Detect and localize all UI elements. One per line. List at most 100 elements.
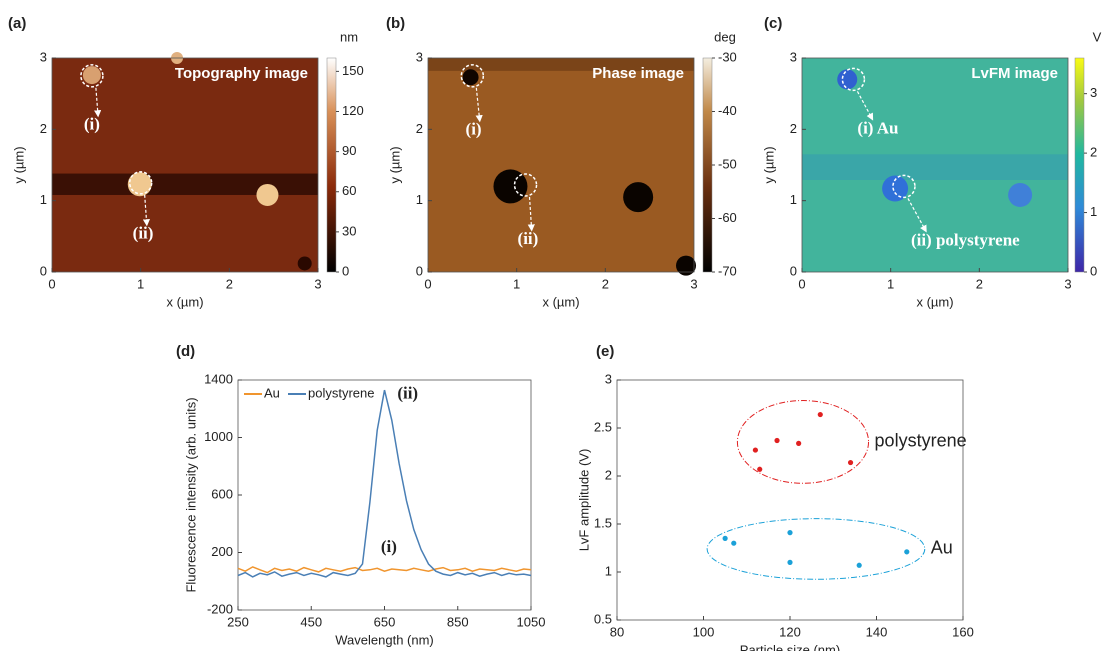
x-tick-label: 2: [976, 276, 983, 291]
image-feature: [493, 169, 527, 203]
y-axis-label: LvF amplitude (V): [576, 449, 591, 552]
x-axis-label: Wavelength (nm): [335, 632, 434, 647]
image-feature: [837, 69, 857, 89]
image-band: [52, 174, 318, 195]
image-feature: [83, 66, 101, 84]
group-label: Au: [931, 538, 953, 558]
point: [848, 460, 853, 465]
x-tick-label: 1: [887, 276, 894, 291]
x-tick-label: 2: [602, 276, 609, 291]
panel-label: (b): [386, 15, 405, 32]
colorbar-tick-label: -60: [718, 210, 737, 225]
x-axis-label: Particle size (nm): [740, 642, 840, 651]
image-title: Phase image: [592, 65, 684, 82]
y-tick-label: 200: [211, 544, 233, 559]
colorbar-tick-label: -70: [718, 263, 737, 278]
colorbar-tick-label: 120: [342, 103, 364, 118]
y-tick-label: 1.5: [594, 515, 612, 530]
y-tick-label: 1: [605, 563, 612, 578]
colorbar-tick-label: 1: [1090, 204, 1097, 219]
x-tick-label: 450: [300, 614, 322, 629]
y-axis-label: Fluorescence intensity (arb. units): [183, 397, 198, 592]
x-axis-label: x (µm): [916, 294, 953, 309]
y-tick-label: 0: [790, 263, 797, 278]
image-feature: [623, 182, 653, 212]
y-tick-label: 0: [40, 263, 47, 278]
figure: (a)Topography image(i)(ii)nm030609012015…: [0, 0, 1105, 651]
image-map: [52, 58, 318, 272]
point: [818, 412, 823, 417]
colorbar-tick-label: 3: [1090, 85, 1097, 100]
x-tick-label: 3: [1064, 276, 1071, 291]
colorbar-tick-label: 90: [342, 143, 356, 158]
point: [787, 530, 792, 535]
y-axis-label: y (µm): [11, 146, 26, 183]
y-tick-label: 1: [416, 192, 423, 207]
point: [731, 541, 736, 546]
point: [904, 549, 909, 554]
x-tick-label: 0: [48, 276, 55, 291]
panel-label: (c): [764, 15, 782, 32]
colorbar-tick-label: -40: [718, 103, 737, 118]
panel-label: (e): [596, 343, 614, 360]
group-ellipse: [737, 401, 868, 484]
x-tick-label: 3: [314, 276, 321, 291]
legend-text: Au: [264, 385, 280, 400]
series-line: [238, 567, 531, 573]
annotation-text: (i): [466, 120, 482, 139]
colorbar-label: V: [1093, 29, 1102, 44]
panel-label: (d): [176, 343, 195, 360]
image-feature: [298, 256, 312, 270]
point: [796, 441, 801, 446]
y-tick-label: 0: [416, 263, 423, 278]
annotation-text: (ii): [133, 224, 154, 243]
colorbar: [703, 58, 712, 272]
point: [753, 447, 758, 452]
colorbar-tick-label: 150: [342, 63, 364, 78]
colorbar-tick-label: 0: [342, 263, 349, 278]
y-tick-label: 2: [605, 467, 612, 482]
y-tick-label: 600: [211, 486, 233, 501]
image-feature: [463, 69, 479, 85]
page: (a)Topography image(i)(ii)nm030609012015…: [0, 0, 1105, 651]
y-tick-label: 3: [416, 49, 423, 64]
x-tick-label: 100: [693, 624, 715, 639]
point: [787, 560, 792, 565]
y-axis-label: y (µm): [761, 146, 776, 183]
y-tick-label: 2.5: [594, 419, 612, 434]
y-tick-label: 1400: [204, 371, 233, 386]
colorbar-label: nm: [340, 29, 358, 44]
panel-label: (a): [8, 15, 26, 32]
legend-text: polystyrene: [308, 385, 374, 400]
point: [774, 438, 779, 443]
y-tick-label: 2: [416, 121, 423, 136]
y-tick-label: 3: [790, 49, 797, 64]
y-tick-label: 1: [40, 192, 47, 207]
colorbar: [327, 58, 336, 272]
image-title: Topography image: [175, 65, 308, 82]
x-tick-label: 1: [137, 276, 144, 291]
image-title: LvFM image: [971, 65, 1058, 82]
image-map: [428, 58, 694, 272]
y-tick-label: 2: [40, 121, 47, 136]
colorbar-tick-label: 60: [342, 183, 356, 198]
point: [757, 467, 762, 472]
group-ellipse: [707, 519, 925, 580]
colorbar-tick-label: 30: [342, 223, 356, 238]
x-tick-label: 160: [952, 624, 974, 639]
x-axis-label: x (µm): [166, 294, 203, 309]
y-tick-label: 0.5: [594, 611, 612, 626]
colorbar-tick-label: 2: [1090, 145, 1097, 160]
y-tick-label: 3: [605, 371, 612, 386]
point: [723, 536, 728, 541]
colorbar-tick-label: 0: [1090, 263, 1097, 278]
x-tick-label: 1050: [517, 614, 546, 629]
x-tick-label: 2: [226, 276, 233, 291]
y-tick-label: 2: [790, 121, 797, 136]
x-tick-label: 250: [227, 614, 249, 629]
x-tick-label: 1: [513, 276, 520, 291]
annotation-text: (ii) polystyrene: [911, 230, 1020, 249]
plot-frame: [617, 380, 963, 620]
x-axis-label: x (µm): [542, 294, 579, 309]
x-tick-label: 0: [424, 276, 431, 291]
